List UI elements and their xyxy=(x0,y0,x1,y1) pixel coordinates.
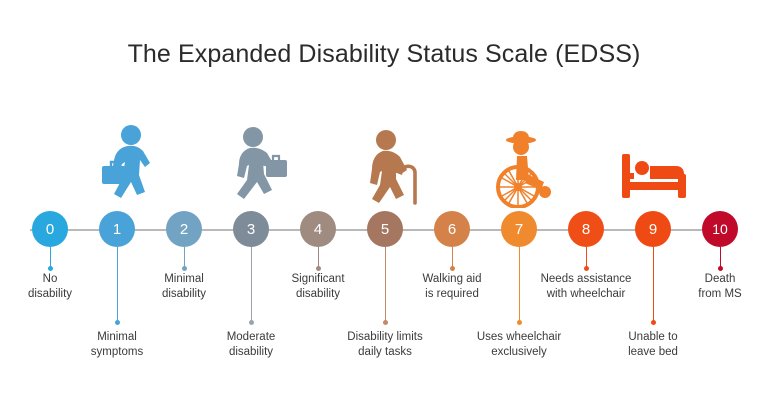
connector-stem-6 xyxy=(450,247,455,271)
scale-node-0-score: 0 xyxy=(45,220,55,238)
scale-node-7-score: 7 xyxy=(514,220,524,238)
connector-stem-10 xyxy=(718,247,723,271)
scale-node-5[interactable]: 5 xyxy=(367,211,403,247)
scale-node-1-score: 1 xyxy=(112,220,122,238)
scale-label-7: Uses wheelchair exclusively xyxy=(476,331,562,358)
connector-stem-9 xyxy=(651,247,656,325)
connector-stem-0 xyxy=(48,247,53,271)
scale-node-1[interactable]: 1 xyxy=(99,211,135,247)
page-title: The Expanded Disability Status Scale (ED… xyxy=(127,40,641,68)
scale-label-8: Needs assistance with wheelchair xyxy=(540,273,632,300)
scale-label-10: Death from MS xyxy=(698,273,742,300)
scale-node-9-score: 9 xyxy=(648,220,658,238)
connector-stem-8 xyxy=(584,247,589,271)
scale-node-6-score: 6 xyxy=(447,220,457,238)
scale-node-8-score: 8 xyxy=(581,220,591,238)
scale-label-4: Significant disability xyxy=(291,273,345,300)
scale-node-3-score: 3 xyxy=(246,220,256,238)
pictogram-walking-person-with-briefcase xyxy=(98,122,160,209)
scale-node-9[interactable]: 9 xyxy=(635,211,671,247)
scale-node-6[interactable]: 6 xyxy=(434,211,470,247)
scale-node-8[interactable]: 8 xyxy=(568,211,604,247)
scale-node-0[interactable]: 0 xyxy=(32,211,68,247)
scale-node-2-score: 2 xyxy=(179,220,189,238)
connector-stem-4 xyxy=(316,247,321,271)
connector-stem-3 xyxy=(249,247,254,325)
scale-label-9: Unable to leave bed xyxy=(628,331,678,358)
pictogram-person-lying-in-bed xyxy=(620,148,690,211)
scale-label-5: Disability limits daily tasks xyxy=(347,331,423,358)
scale-node-4[interactable]: 4 xyxy=(300,211,336,247)
scale-node-10-score: 10 xyxy=(712,221,728,237)
connector-stem-1 xyxy=(115,247,120,325)
scale-node-7[interactable]: 7 xyxy=(501,211,537,247)
connector-stem-2 xyxy=(182,247,187,271)
pictogram-person-in-wheelchair xyxy=(492,130,556,213)
scale-label-3: Moderate disability xyxy=(226,331,276,358)
scale-node-4-score: 4 xyxy=(313,220,323,238)
connector-stem-7 xyxy=(517,247,522,325)
scale-label-0: No disability xyxy=(27,273,73,300)
scale-node-3[interactable]: 3 xyxy=(233,211,269,247)
scale-label-1: Minimal symptoms xyxy=(90,331,144,358)
scale-node-5-score: 5 xyxy=(380,220,390,238)
scale-node-2[interactable]: 2 xyxy=(166,211,202,247)
scale-node-10[interactable]: 10 xyxy=(702,211,738,247)
scale-label-2: Minimal disability xyxy=(161,273,207,300)
pictogram-elderly-person-with-cane xyxy=(363,127,425,212)
connector-stem-5 xyxy=(383,247,388,325)
scale-label-6: Walking aid is required xyxy=(422,273,482,300)
pictogram-walking-person-slower-with-briefcase xyxy=(228,124,290,209)
